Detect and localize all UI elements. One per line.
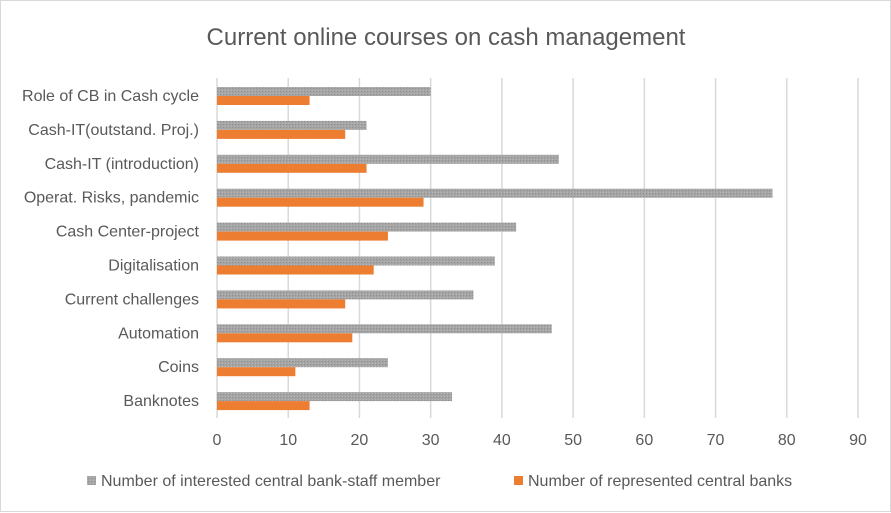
bar-represented-banks [217, 231, 388, 241]
x-tick-label: 30 [422, 432, 440, 449]
legend-swatch [514, 476, 523, 485]
x-tick-label: 60 [635, 432, 653, 449]
bar-represented-banks [217, 333, 353, 343]
x-tick-label: 70 [707, 432, 725, 449]
bar-interested-staff [217, 87, 431, 96]
category-label: Banknotes [123, 393, 199, 410]
category-label: Coins [158, 359, 199, 376]
category-label: Cash-IT(outstand. Proj.) [28, 122, 199, 139]
bar-represented-banks [217, 129, 346, 139]
bar-represented-banks [217, 197, 424, 207]
bar-interested-staff [217, 358, 388, 368]
x-tick-label: 20 [351, 432, 369, 449]
chart-title: Current online courses on cash managemen… [207, 24, 686, 51]
x-tick-label: 0 [213, 432, 222, 449]
bar-interested-staff [217, 222, 517, 232]
bar-interested-staff [217, 120, 367, 130]
x-tick-label: 50 [564, 432, 582, 449]
legend-swatch [87, 476, 96, 485]
bar-interested-staff [217, 290, 474, 300]
bar-represented-banks [217, 367, 296, 377]
category-label: Cash-IT (introduction) [45, 156, 199, 173]
bar-interested-staff [217, 256, 495, 266]
category-label: Role of CB in Cash cycle [22, 88, 199, 105]
bar-represented-banks [217, 163, 367, 173]
category-label: Operat. Risks, pandemic [24, 190, 199, 207]
category-label: Automation [118, 325, 199, 342]
category-label: Current challenges [65, 291, 199, 308]
x-tick-label: 80 [778, 432, 796, 449]
bar-represented-banks [217, 401, 310, 411]
x-tick-label: 10 [279, 432, 297, 449]
category-label: Cash Center-project [56, 224, 200, 241]
bar-represented-banks [217, 96, 310, 105]
category-label: Digitalisation [108, 258, 199, 275]
bar-interested-staff [217, 154, 559, 164]
x-tick-label: 40 [493, 432, 511, 449]
bar-interested-staff [217, 188, 773, 198]
x-tick-label: 90 [849, 432, 867, 449]
bar-represented-banks [217, 265, 374, 275]
legend-label: Number of interested central bank-staff … [101, 473, 441, 490]
bar-interested-staff [217, 392, 453, 402]
legend-label: Number of represented central banks [528, 473, 792, 490]
bar-represented-banks [217, 299, 346, 309]
bar-interested-staff [217, 324, 552, 334]
